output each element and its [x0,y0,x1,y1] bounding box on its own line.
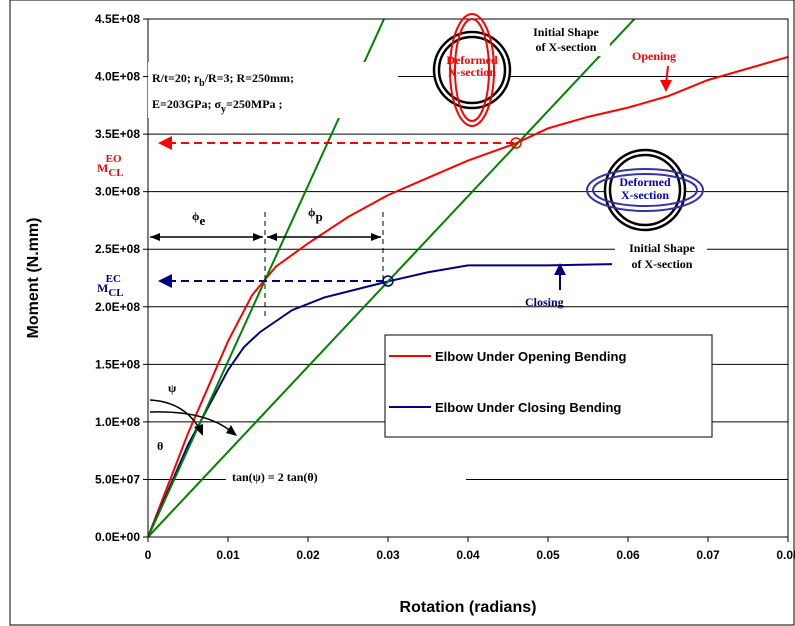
phi: ϕ [308,205,316,219]
phi: ϕ [192,209,200,223]
shape-label: X-section [621,188,669,202]
arrow-head [226,425,237,436]
param-text: E=203GPa; σ [152,97,222,111]
arrow-head [194,424,203,436]
x-tick-label: 0 [145,548,152,562]
x-tick-label: 0.01 [216,548,240,562]
y-tick-label: 1.5E+08 [95,357,140,371]
m-sup: EO [106,153,122,165]
psi: ψ [168,381,177,395]
arrow-head [554,263,566,275]
series-line [148,56,788,537]
series-line [148,263,613,537]
m-eo: MCL EO [97,153,124,179]
param-sub: y [221,104,226,115]
phi-e: ϕe [192,209,206,228]
closing-label: Closing [525,295,564,309]
shape-icon [608,153,682,227]
label-box [615,240,707,274]
arrow-head [158,274,172,288]
y-axis-label: Moment (N.mm) [25,218,42,339]
arrow-head [267,233,277,241]
shape-icon [432,30,512,110]
y-tick-label: 3.0E+08 [95,185,140,199]
m-sup: EC [106,273,121,285]
legend-label: Elbow Under Opening Bending [435,349,626,364]
label-box [226,455,466,491]
x-tick-label: 0.07 [696,548,720,562]
arrow-head [660,80,672,92]
shape-icon [449,13,495,127]
opening-label: Opening [632,49,676,63]
angle-arc [149,399,201,431]
x-tick-label: 0.08 [776,548,795,562]
relation: tan(ψ) = 2 tan(θ) [232,470,318,484]
y-tick-label: 3.5E+08 [95,127,140,141]
marker [510,137,522,149]
params: R/t=20; rb/R=3; R=250mm; [152,71,294,89]
angle-arc [149,411,233,433]
shape-icon [586,168,704,212]
x-tick-label: 0.05 [536,548,560,562]
shape-label: of X-section [536,40,597,54]
chart-frame [9,0,795,626]
param-text: /R=3; R=250mm; [204,71,294,85]
param-text: R/t=20; r [152,71,200,85]
arrow-head [158,136,172,150]
label-box [522,22,610,56]
y-tick-label: 1.0E+08 [95,415,140,429]
phi-p: ϕp [308,205,323,224]
theta: θ [157,439,163,453]
y-tick-label: 0.0E+00 [95,530,140,544]
shape-icon [454,18,490,122]
shape-label: Initial Shape [533,25,599,39]
y-tick-label: 5.0E+07 [95,472,140,486]
shape-label: Initial Shape [629,241,695,255]
m-sub: CL [108,287,123,299]
x-tick-label: 0.03 [376,548,400,562]
param-box [148,62,398,118]
marker [382,275,394,287]
m-sub: CL [108,167,123,179]
y-tick-label: 2.5E+08 [95,242,140,256]
phi-sub: p [316,209,323,224]
params: E=203GPa; σy=250MPa ; [152,97,283,115]
param-sub: b [199,78,205,89]
annotations: R/t=20; rb/R=3; R=250mm; E=203GPa; σy=25… [97,13,707,491]
x-tick-label: 0.04 [456,548,480,562]
x-axis-label: Rotation (radians) [400,599,537,616]
shape-label: Deformed [619,175,671,189]
legend-label: Elbow Under Closing Bending [435,400,621,415]
shape-icon [437,35,507,105]
param-text: =250MPa ; [226,97,283,111]
x-tick-label: 0.02 [296,548,320,562]
legend-box [384,334,713,438]
arrow-head [150,233,160,241]
y-tick-label: 2.0E+08 [95,300,140,314]
phi-sub: e [200,213,206,228]
shape-label: X-section [448,65,496,79]
y-tick-label: 4.5E+08 [95,12,140,26]
shape-label: of X-section [632,257,693,271]
y-tick-label: 4.0E+08 [95,70,140,84]
x-tick-label: 0.06 [616,548,640,562]
m-text: M [97,281,108,295]
m-ec: MCL EC [97,273,124,299]
shape-icon [592,173,698,207]
arrow-head [371,233,381,241]
shape-label: Deformed [446,53,498,67]
m-text: M [97,161,108,175]
arrow-head [253,233,263,241]
